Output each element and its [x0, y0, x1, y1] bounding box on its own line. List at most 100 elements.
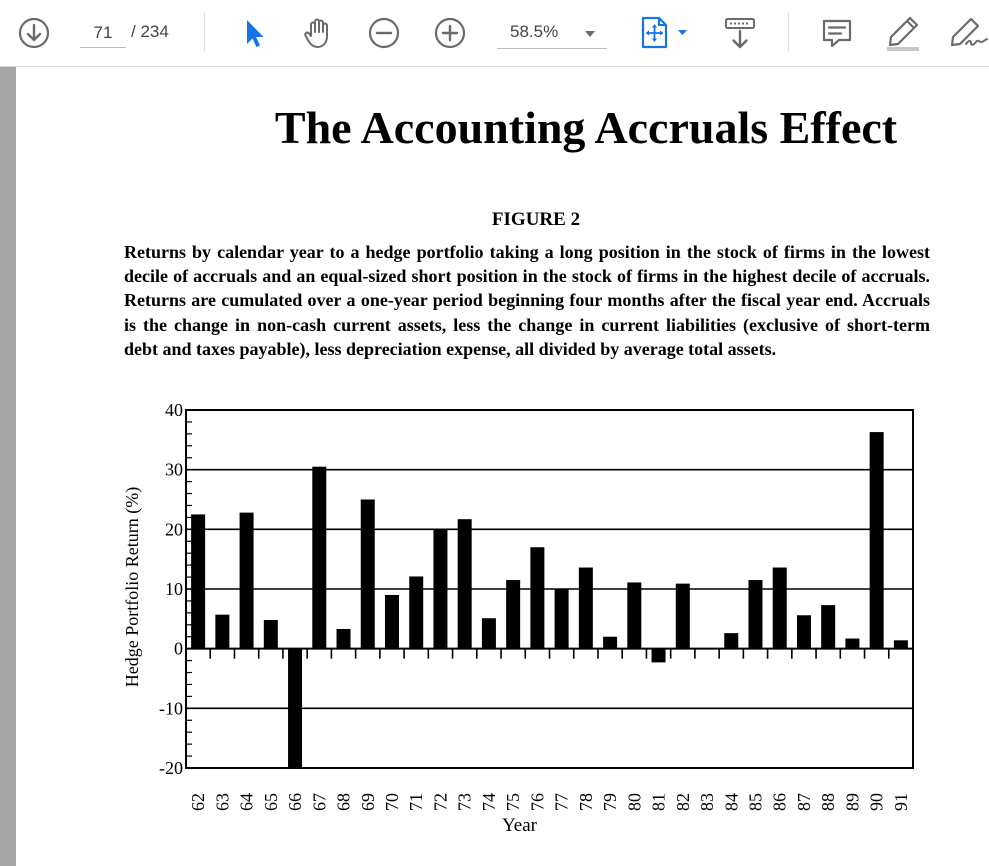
y-axis-title: Hedge Portfolio Return (%) — [122, 487, 143, 687]
bar — [457, 519, 472, 649]
fit-page-button[interactable] — [636, 13, 692, 53]
bar — [796, 615, 811, 649]
toolbar-divider — [788, 12, 789, 52]
bar — [433, 529, 448, 649]
y-tick-label: 0 — [174, 639, 183, 659]
page-total: / 234 — [131, 22, 169, 41]
x-tick-label: 81 — [649, 793, 669, 811]
x-tick-label: 91 — [891, 793, 911, 811]
bar — [724, 633, 739, 649]
x-tick-label: 83 — [697, 793, 717, 811]
bar — [845, 638, 860, 649]
x-tick-label: 78 — [576, 793, 596, 811]
x-tick-label: 84 — [721, 793, 741, 811]
scroll-mode-icon — [725, 18, 755, 49]
figure-label: FIGURE 2 — [491, 209, 581, 230]
x-tick-label: 72 — [430, 793, 450, 811]
bar — [772, 567, 787, 649]
scroll-mode-button[interactable] — [718, 13, 762, 53]
bar — [360, 499, 375, 649]
x-tick-label: 74 — [479, 793, 499, 811]
x-tick-label: 75 — [503, 793, 523, 811]
x-tick-label: 79 — [600, 793, 620, 811]
zoom-in-button[interactable] — [430, 13, 470, 53]
y-tick-label: 20 — [165, 519, 183, 539]
bar — [821, 605, 836, 649]
bar — [651, 648, 666, 663]
bar — [869, 432, 884, 649]
y-tick-label: 40 — [165, 400, 183, 420]
x-tick-label: 90 — [867, 793, 887, 811]
x-tick-label: 85 — [745, 793, 765, 811]
x-tick-label: 67 — [309, 793, 329, 811]
zoom-dropdown[interactable]: 58.5% — [497, 17, 607, 49]
x-tick-label: 63 — [212, 793, 232, 811]
y-tick-label: -20 — [159, 758, 183, 778]
x-tick-label: 68 — [334, 793, 354, 811]
bar — [675, 583, 690, 649]
x-tick-label: 64 — [237, 793, 257, 811]
figure-caption: Returns by calendar year to a hedge port… — [124, 242, 930, 359]
bar — [288, 648, 303, 768]
bar — [215, 614, 230, 649]
bar — [506, 580, 521, 649]
bar — [239, 512, 254, 649]
y-tick-label: 30 — [165, 460, 183, 480]
document-title: The Accounting Accruals Effect — [274, 102, 898, 153]
bar — [603, 636, 618, 649]
select-tool-button[interactable] — [236, 14, 272, 52]
x-tick-label: 70 — [382, 793, 402, 811]
download-icon — [18, 17, 50, 49]
sign-icon — [950, 17, 988, 47]
zoom-value: 58.5% — [510, 22, 559, 41]
viewer-gutter — [0, 67, 16, 866]
x-tick-label: 82 — [673, 793, 693, 811]
bar — [409, 576, 424, 649]
bar — [336, 628, 351, 649]
zoom-out-icon — [368, 17, 400, 49]
bar — [530, 547, 545, 649]
x-tick-label: 65 — [261, 793, 281, 811]
x-tick-label: 88 — [818, 793, 838, 811]
x-axis-title: Year — [502, 815, 538, 836]
bar — [578, 567, 593, 649]
bar — [893, 640, 908, 649]
x-tick-label: 71 — [406, 793, 426, 811]
bar — [627, 582, 642, 649]
highlight-button[interactable] — [882, 13, 924, 53]
bar — [554, 589, 569, 649]
plot-frame — [185, 409, 914, 769]
x-tick-label: 89 — [842, 793, 862, 811]
bar — [748, 580, 763, 649]
bar — [191, 514, 206, 649]
x-tick-label: 86 — [770, 793, 790, 811]
comment-button[interactable] — [817, 13, 857, 53]
page-number-input[interactable] — [80, 18, 126, 48]
bar — [481, 618, 496, 649]
x-tick-label: 69 — [358, 793, 378, 811]
bar — [263, 620, 278, 649]
pdf-page[interactable]: The Accounting Accruals Effect FIGURE 2 … — [16, 67, 989, 866]
x-tick-label: 87 — [794, 793, 814, 811]
comment-icon — [822, 19, 852, 48]
zoom-in-icon — [434, 17, 466, 49]
hand-icon — [304, 18, 328, 48]
bar — [384, 594, 399, 649]
download-button[interactable] — [14, 13, 54, 53]
y-tick-label: -10 — [159, 698, 183, 718]
select-arrow-icon — [247, 20, 264, 47]
y-tick-label: 10 — [165, 579, 183, 599]
zoom-out-button[interactable] — [364, 13, 404, 53]
x-tick-label: 80 — [624, 793, 644, 811]
sign-button[interactable] — [946, 13, 989, 53]
x-tick-label: 73 — [455, 793, 475, 811]
highlight-icon — [887, 16, 919, 51]
toolbar-divider — [204, 12, 205, 52]
fit-page-icon — [641, 16, 687, 49]
bar — [312, 466, 327, 649]
x-tick-label: 76 — [527, 793, 547, 811]
x-tick-label: 66 — [285, 793, 305, 811]
hand-tool-button[interactable] — [298, 13, 338, 53]
x-tick-label: 62 — [188, 793, 208, 811]
